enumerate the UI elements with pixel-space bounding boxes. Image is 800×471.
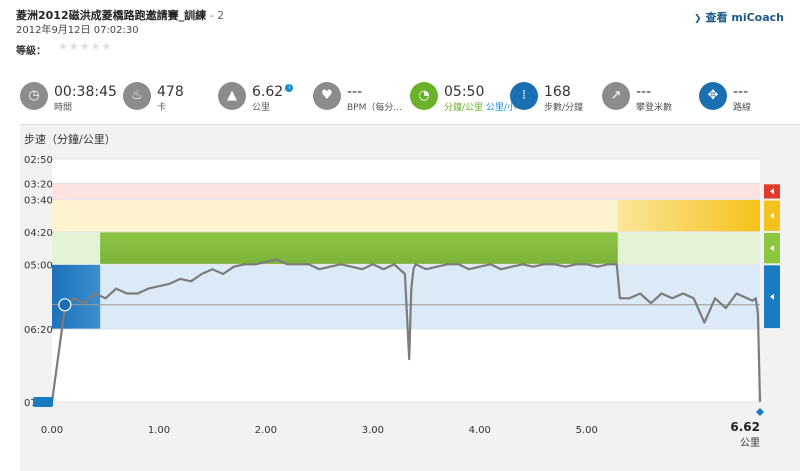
metric-heart-rate-value: --- (347, 84, 363, 100)
rating-stars[interactable]: ★★★★★ (58, 40, 113, 53)
metric-distance-value: 6.62 i (252, 84, 294, 100)
view-micoach-label: 查看 miCoach (705, 11, 784, 24)
metric-time-label: 時間 (54, 103, 73, 113)
x-tick-label: 5.00 (576, 425, 598, 436)
y-tick-label: 03:40 (24, 196, 53, 207)
metrics-bar: ◷ 00:38:45 時間 ♨ 478 卡 ▲ 6.62 i 公里 ♥ --- B… (20, 79, 800, 119)
x-tick-label: 1.00 (148, 425, 170, 436)
route-icon: ✥ (699, 82, 727, 110)
pace-unit-min-km[interactable]: 分鐘/公里 (444, 103, 484, 113)
segment-blue-zone (52, 264, 101, 330)
metric-time-value: 00:38:45 (54, 84, 117, 100)
pace-chart[interactable]: 步速（分鐘/公里） 02:50 03:20 03:40 04:20 05:00 06:20 0… (20, 125, 800, 471)
chevron-right-icon: ❯ (693, 14, 702, 24)
heart-icon: ♥ (313, 82, 341, 110)
y-tick-label: 02:50 (24, 155, 53, 166)
chevron-left-icon (770, 212, 774, 219)
range-start-handle[interactable] (33, 397, 53, 407)
pace-line (50, 258, 762, 403)
workout-title-text: 菱洲2012磁洪成菱橋路跑邀請賽_訓練 (16, 9, 207, 22)
x-tick-label: 0.00 (41, 425, 63, 436)
footprints-icon: ⁞ (510, 82, 538, 110)
metric-distance-label: 公里 (252, 103, 271, 113)
workout-datetime: 2012年9月12日 07:02:30 (16, 25, 139, 36)
metric-cadence-value: 168 (544, 84, 571, 100)
metric-route-value: --- (733, 84, 749, 100)
segment-yellow-zone (617, 199, 760, 232)
flame-icon: ♨ (123, 82, 151, 110)
segment-green-zone (100, 231, 618, 265)
chevron-left-icon (770, 245, 774, 252)
info-icon[interactable]: i (285, 84, 294, 92)
metric-climb-value: --- (636, 84, 652, 100)
x-max-label: 6.62 (730, 420, 760, 434)
y-tick-label: 03:20 (24, 179, 53, 190)
chevron-left-icon (770, 188, 774, 195)
workout-header: 菱洲2012磁洪成菱橋路跑邀請賽_訓練 - 2 2012年9月12日 07:02… (0, 0, 800, 64)
y-tick-label: 04:20 (24, 228, 53, 239)
rating-label: 等級： (16, 46, 46, 57)
x-tick-label: 3.00 (362, 425, 384, 436)
clock-icon: ◷ (20, 82, 48, 110)
pace-chart-panel: 步速（分鐘/公里） 02:50 03:20 03:40 04:20 05:00 06:20 0… (20, 124, 800, 471)
metric-distance-number: 6.62 (252, 84, 284, 100)
pace-unit-km-h[interactable]: 公里/小 (485, 103, 516, 113)
metric-climb-label: 攀登米數 (636, 103, 673, 113)
start-marker-icon (58, 298, 72, 312)
gauge-icon: ◔ (410, 82, 438, 110)
y-tick-label: 05:00 (24, 260, 53, 271)
zone-red (52, 183, 760, 200)
metric-pace-label: 分鐘/公里 公里/小 (444, 100, 516, 113)
climb-icon: ↗ (602, 82, 630, 110)
metric-calories-label: 卡 (157, 103, 167, 113)
workout-title: 菱洲2012磁洪成菱橋路跑邀請賽_訓練 - 2 (16, 7, 224, 23)
road-icon: ▲ (218, 82, 246, 110)
view-micoach-link[interactable]: ❯ 查看 miCoach (694, 9, 784, 25)
y-tick-label: 06:20 (24, 325, 53, 336)
metric-heart-rate-label: BPM（每分... (347, 103, 402, 113)
range-end-handle[interactable] (756, 408, 764, 416)
chart-title: 步速（分鐘/公里） (24, 132, 116, 146)
x-tick-label: 4.00 (469, 425, 491, 436)
chevron-left-icon (770, 293, 774, 300)
metric-pace-value: 05:50 (444, 84, 485, 100)
x-axis-unit-label: 公里 (740, 437, 760, 449)
metric-calories-value: 478 (157, 84, 184, 100)
x-tick-label: 2.00 (255, 425, 277, 436)
workout-title-suffix: - 2 (206, 9, 225, 22)
metric-cadence-label: 步數/分鐘 (544, 103, 584, 113)
metric-route-label: 路線 (733, 103, 752, 113)
